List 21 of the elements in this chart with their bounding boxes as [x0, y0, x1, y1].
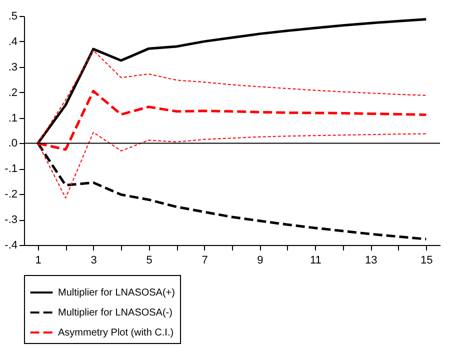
x-tick-label: 9 [257, 254, 264, 266]
x-tick-label: 15 [420, 254, 433, 266]
y-tick-label: -.1 [4, 163, 18, 176]
y-tick-label: -.2 [4, 188, 18, 201]
y-tick-label: .5 [8, 10, 18, 22]
y-tick-label: .3 [8, 61, 18, 74]
y-tick-label: .1 [8, 112, 18, 124]
x-tick-label: 7 [202, 254, 208, 266]
x-tick-label: 3 [90, 254, 97, 266]
legend-label: Multiplier for LNASOSA(+) [58, 288, 175, 298]
legend-label: Asymmetry Plot (with C.I.) [58, 328, 174, 338]
y-tick-label: -.3 [4, 214, 18, 226]
x-tick-label: 11 [310, 254, 322, 266]
y-tick-label: .2 [8, 86, 18, 99]
y-tick-label: .4 [8, 36, 18, 48]
x-tick-label: 5 [146, 254, 152, 266]
y-tick-label: -.4 [4, 240, 18, 252]
legend-label: Multiplier for LNASOSA(-) [58, 308, 172, 318]
x-tick-label: 13 [365, 254, 378, 266]
x-tick-label: 1 [35, 254, 42, 266]
y-tick-label: .0 [8, 138, 18, 150]
